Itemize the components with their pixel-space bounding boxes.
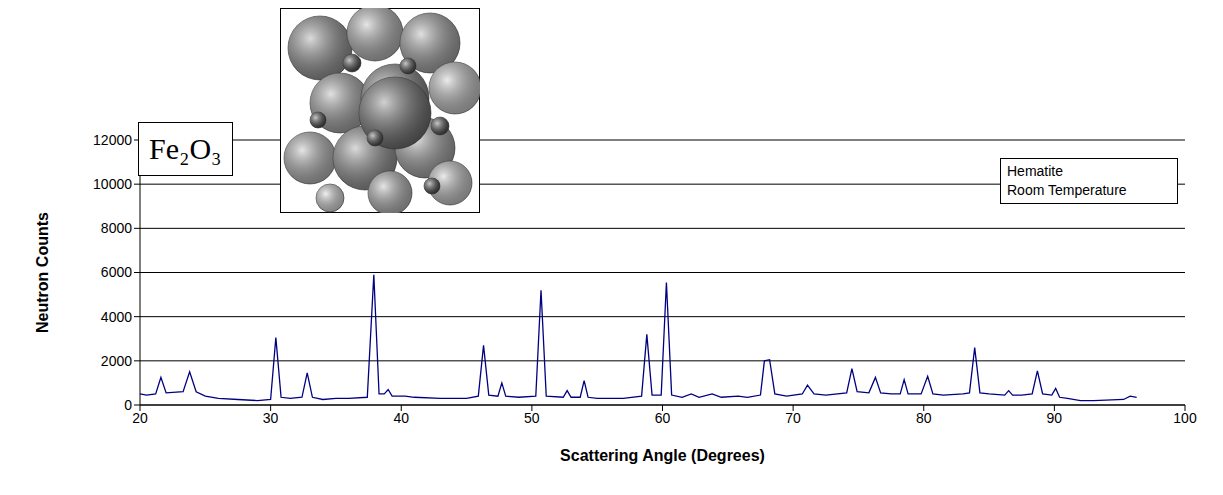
svg-text:6000: 6000 xyxy=(101,264,132,280)
svg-text:80: 80 xyxy=(916,410,932,426)
html-text:Room Temperature: Room Temperature xyxy=(1007,182,1127,198)
svg-text:70: 70 xyxy=(785,410,801,426)
svg-text:Neutron Counts: Neutron Counts xyxy=(34,212,51,333)
html-text:Fe₂O₃: Fe₂O₃ xyxy=(149,132,222,165)
svg-text:12000: 12000 xyxy=(93,132,132,148)
svg-text:60: 60 xyxy=(655,410,671,426)
svg-text:90: 90 xyxy=(1047,410,1063,426)
svg-text:100: 100 xyxy=(1173,410,1197,426)
html-text:Hematite: Hematite xyxy=(1007,163,1063,179)
svg-text:2000: 2000 xyxy=(101,353,132,369)
svg-text:4000: 4000 xyxy=(101,309,132,325)
svg-text:0: 0 xyxy=(124,397,132,413)
svg-text:50: 50 xyxy=(524,410,540,426)
svg-text:10000: 10000 xyxy=(93,176,132,192)
svg-text:20: 20 xyxy=(132,410,148,426)
svg-text:40: 40 xyxy=(393,410,409,426)
svg-text:Scattering Angle (Degrees): Scattering Angle (Degrees) xyxy=(560,447,765,464)
svg-text:30: 30 xyxy=(263,410,279,426)
svg-text:8000: 8000 xyxy=(101,220,132,236)
